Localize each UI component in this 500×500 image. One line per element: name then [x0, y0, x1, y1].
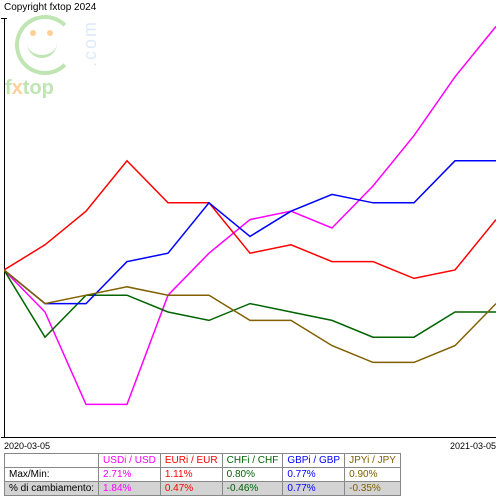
copyright-text: Copyright fxtop 2024	[4, 2, 96, 13]
chart-container: Copyright fxtop 2024 fxtop .com 2020-03-…	[0, 0, 500, 500]
legend-table: USDi / USDEURi / EURCHFi / CHFGBPi / GBP…	[4, 453, 401, 496]
series-line	[4, 26, 496, 404]
cell-maxmin: 0.90%	[345, 468, 401, 482]
table-header: USDi / USD	[99, 454, 161, 468]
table-header: EURi / EUR	[160, 454, 222, 468]
table-header: JPYi / JPY	[345, 454, 401, 468]
series-line	[4, 161, 496, 304]
row-header-change: % di cambiamento:	[5, 482, 99, 496]
cell-maxmin: 2.71%	[99, 468, 161, 482]
cell-change: -0.35%	[345, 482, 401, 496]
cell-maxmin: 0.77%	[283, 468, 345, 482]
cell-change: -0.46%	[222, 482, 283, 496]
row-header-maxmin: Max/Min:	[5, 468, 99, 482]
chart-plot-area	[4, 18, 496, 438]
chart-lines	[4, 18, 496, 438]
cell-change: 0.47%	[160, 482, 222, 496]
x-axis-end-label: 2021-03-05	[450, 441, 496, 451]
series-line	[4, 270, 496, 362]
cell-maxmin: 1.11%	[160, 468, 222, 482]
x-axis-start-label: 2020-03-05	[4, 441, 50, 451]
cell-change: 0.77%	[283, 482, 345, 496]
table-header: CHFi / CHF	[222, 454, 283, 468]
cell-maxmin: 0.80%	[222, 468, 283, 482]
table-header: GBPi / GBP	[283, 454, 345, 468]
cell-change: 1.84%	[99, 482, 161, 496]
table-corner	[5, 454, 99, 468]
